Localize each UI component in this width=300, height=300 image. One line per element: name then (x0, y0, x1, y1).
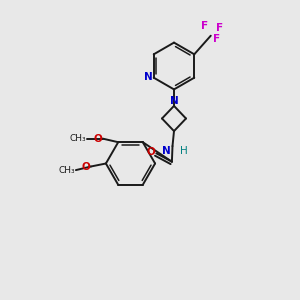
Text: N: N (144, 72, 153, 82)
Text: F: F (213, 34, 220, 44)
Text: O: O (146, 147, 155, 157)
Text: O: O (82, 161, 91, 172)
Text: CH₃: CH₃ (70, 134, 86, 143)
Text: H: H (180, 146, 188, 157)
Text: O: O (93, 134, 102, 144)
Text: F: F (201, 21, 208, 31)
Text: F: F (216, 23, 223, 33)
Text: N: N (162, 146, 171, 157)
Text: N: N (169, 95, 178, 106)
Text: CH₃: CH₃ (58, 166, 75, 175)
